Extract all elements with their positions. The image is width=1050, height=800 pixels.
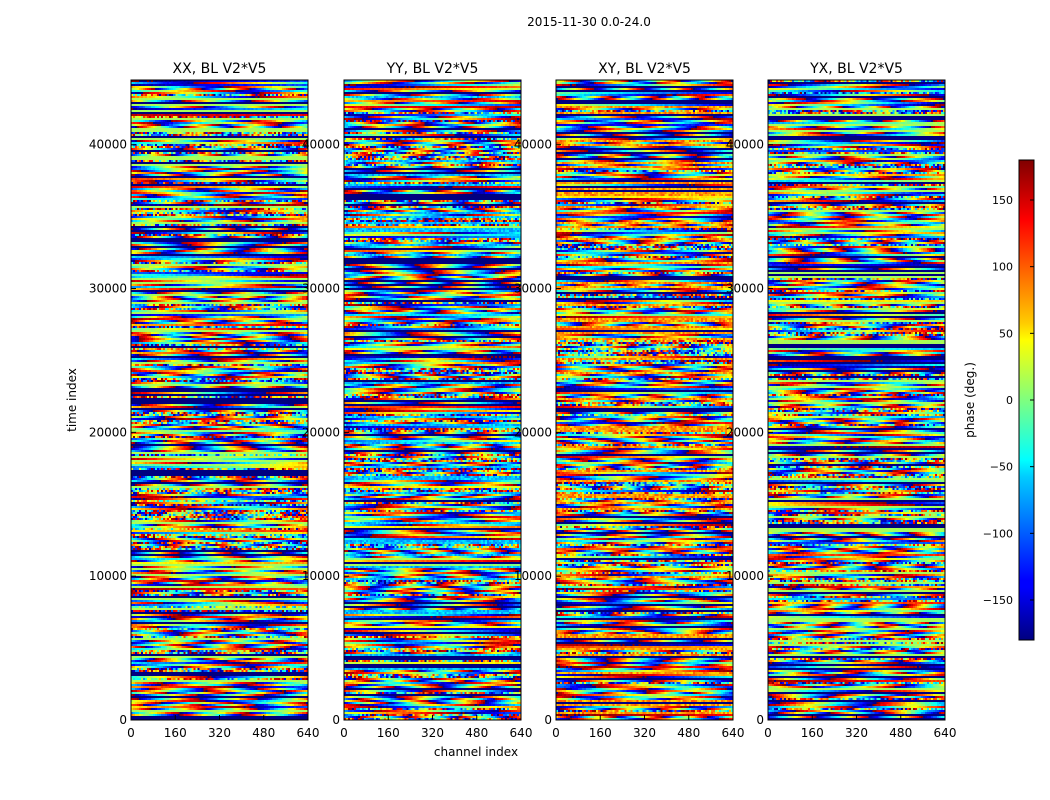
colorbar-ticks: −150 −100 −50 0 50 100 150 [983,194,1034,607]
x-tick-label: 0 [764,726,772,740]
y-tick-label: 40000 [514,138,552,152]
x-tick-label: 480 [252,726,275,740]
x-tick-label: 480 [889,726,912,740]
colorbar-tick-label: 150 [992,194,1013,207]
panels: XX, BL V2*V5 0 160 320 480 640 0 10000 20000 3000… [89,61,957,740]
y-tick-label: 40000 [302,138,340,152]
colorbar-tick-label: 0 [1006,394,1013,407]
panel-title-4: YX, BL V2*V5 [809,61,903,77]
panel-4: YX, BL V2*V5 0 160 320 480 640 0 10000 20000 3000… [726,61,957,740]
figure-title: 2015-11-30 0.0-24.0 [527,15,651,29]
x-tick-label: 160 [164,726,187,740]
y-tick-label: 10000 [89,569,127,583]
y-tick-label: 10000 [302,569,340,583]
panel-2: YY, BL V2*V5 0 160 320 480 640 0 10000 20000 3000… [302,61,533,740]
y-tick-label: 40000 [89,138,127,152]
x-tick-label: 0 [552,726,560,740]
colorbar: −150 −100 −50 0 50 100 150 phase (deg.) [963,159,1035,641]
panel-heatmap-1 [131,80,308,720]
y-tick-label: 30000 [514,282,552,296]
colorbar-label: phase (deg.) [963,362,977,438]
y-tick-label: 20000 [89,425,127,439]
panel-heatmap-4 [768,80,945,720]
x-tick-label: 320 [208,726,231,740]
x-tick-label: 480 [465,726,488,740]
x-tick-label: 640 [297,726,320,740]
x-tick-label: 320 [421,726,444,740]
y-tick-label: 0 [332,713,340,727]
panel-1: XX, BL V2*V5 0 160 320 480 640 0 10000 20000 3000… [89,61,320,740]
colorbar-tick-label: 100 [992,261,1013,274]
panel-title-2: YY, BL V2*V5 [386,61,479,77]
panel-title-1: XX, BL V2*V5 [173,61,267,77]
x-tick-label: 640 [510,726,533,740]
y-tick-label: 0 [544,713,552,727]
y-tick-label: 10000 [514,569,552,583]
x-tick-label: 640 [934,726,957,740]
y-tick-label: 30000 [726,282,764,296]
x-tick-label: 0 [340,726,348,740]
x-tick-label: 640 [722,726,745,740]
panel-heatmap-2 [344,80,521,720]
y-tick-label: 40000 [726,138,764,152]
x-tick-label: 320 [845,726,868,740]
y-tick-label: 10000 [726,569,764,583]
x-tick-label: 320 [633,726,656,740]
colorbar-tick-label: −150 [983,594,1013,607]
y-tick-label: 20000 [514,425,552,439]
y-tick-label: 0 [119,713,127,727]
panel-heatmap-3 [556,80,733,720]
colorbar-tick-label: −100 [983,527,1013,540]
colorbar-tick-label: −50 [990,461,1013,474]
x-tick-label: 160 [801,726,824,740]
panel-title-3: XY, BL V2*V5 [598,61,691,77]
x-tick-label: 480 [677,726,700,740]
panel-3: XY, BL V2*V5 0 160 320 480 640 0 10000 20000 3000… [514,61,745,740]
y-tick-label: 30000 [89,282,127,296]
x-axis-label: channel index [434,745,518,759]
x-tick-label: 0 [127,726,135,740]
y-tick-label: 0 [756,713,764,727]
y-axis-label: time index [65,368,79,432]
x-tick-label: 160 [589,726,612,740]
y-tick-label: 30000 [302,282,340,296]
y-tick-label: 20000 [302,425,340,439]
colorbar-tick-label: 50 [999,327,1013,340]
y-tick-label: 20000 [726,425,764,439]
x-tick-label: 160 [377,726,400,740]
